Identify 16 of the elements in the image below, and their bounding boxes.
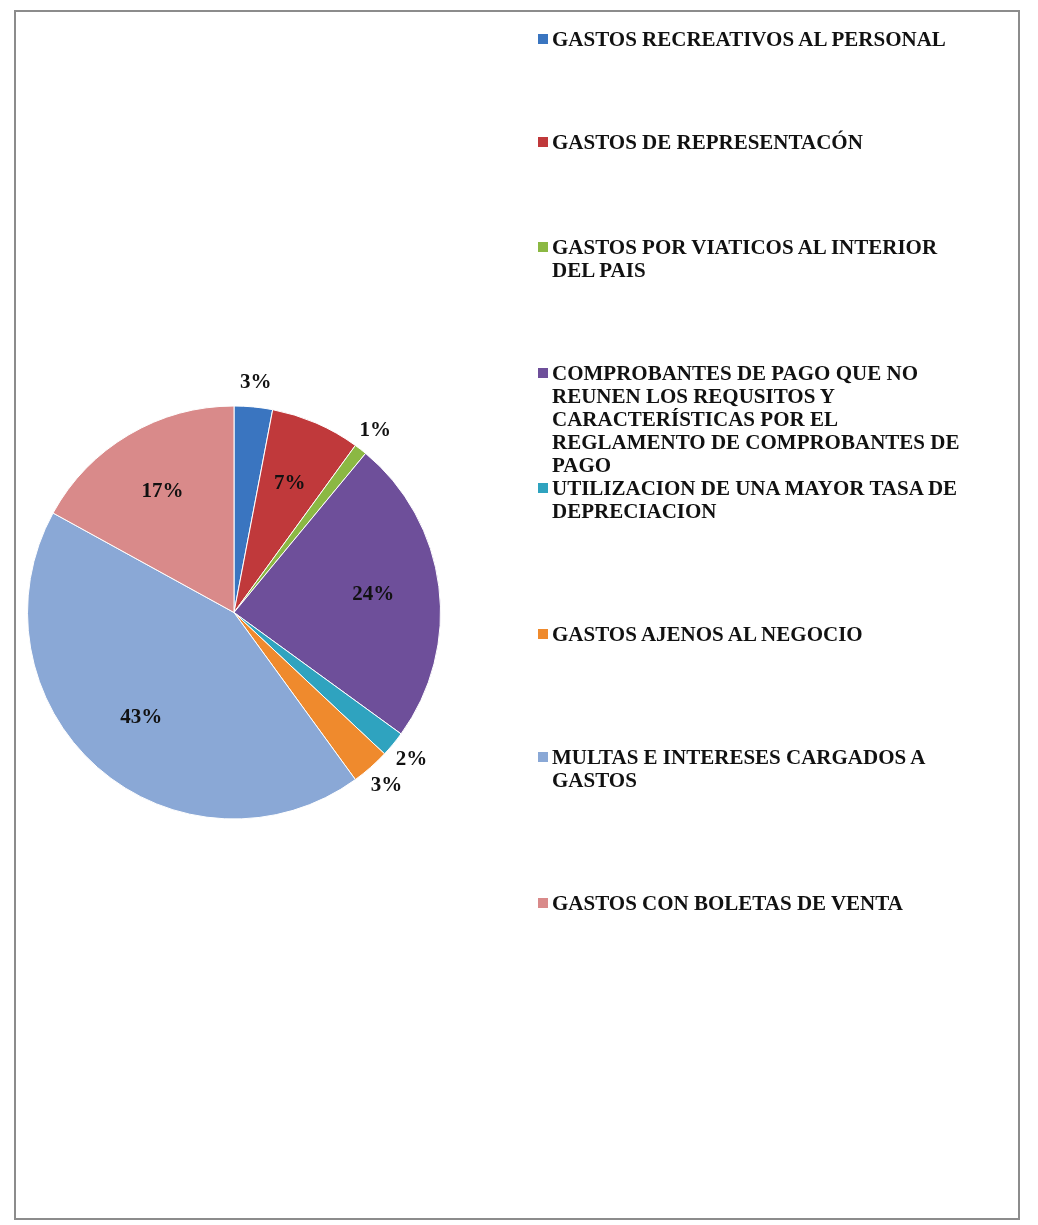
data-label: 7% xyxy=(274,470,306,495)
data-label: 2% xyxy=(395,745,428,770)
legend-label: GASTOS DE REPRESENTACÓN xyxy=(552,130,863,154)
legend-label: GASTOS RECREATIVOS AL PERSONAL xyxy=(552,27,946,51)
legend-label: COMPROBANTES DE PAGO QUE NO REUNEN LOS REQUSITOS Y CARACTERÍSTICAS POR EL REGLAMENTO DE COMPROBANTES DE PAGO xyxy=(552,361,960,477)
legend-label: UTILIZACION DE UNA MAYOR TASA DE DEPRECIACION xyxy=(552,476,958,523)
legend-label: GASTOS POR VIATICOS AL INTERIOR DEL PAIS xyxy=(552,235,938,282)
data-label: 3% xyxy=(370,771,403,796)
data-label: 1% xyxy=(359,416,392,441)
legend-label: GASTOS CON BOLETAS DE VENTA xyxy=(552,891,903,915)
data-label: 43% xyxy=(120,704,163,729)
legend-label: GASTOS AJENOS AL NEGOCIO xyxy=(552,622,863,646)
data-label: 3% xyxy=(239,369,272,394)
legend-label: MULTAS E INTERESES CARGADOS A GASTOS xyxy=(552,745,925,792)
data-label: 17% xyxy=(141,478,184,503)
data-label: 24% xyxy=(352,581,395,606)
